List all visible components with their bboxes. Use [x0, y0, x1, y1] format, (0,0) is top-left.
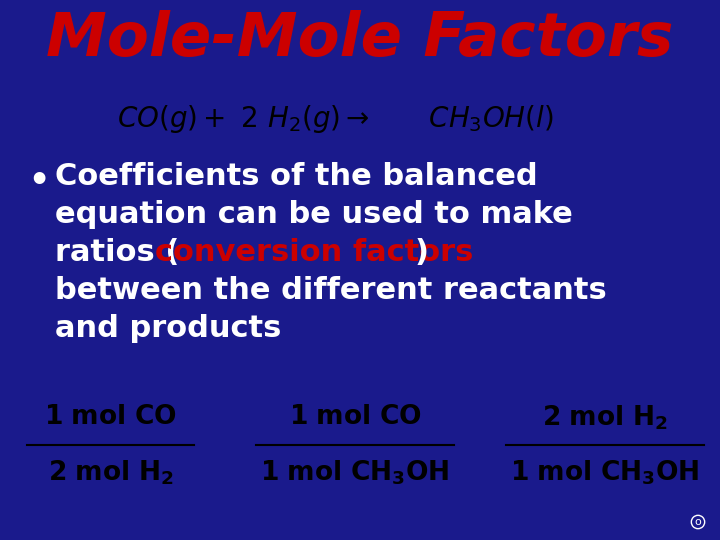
Text: $\mathregular{1\ mol\ CH_3OH}$: $\mathregular{1\ mol\ CH_3OH}$	[260, 458, 450, 487]
Text: $\mathregular{1\ mol\ CO}$: $\mathregular{1\ mol\ CO}$	[44, 404, 177, 430]
Text: ratios (: ratios (	[55, 238, 179, 267]
Text: $\mathregular{1\ mol\ CH_3OH}$: $\mathregular{1\ mol\ CH_3OH}$	[510, 458, 700, 487]
Text: equation can be used to make: equation can be used to make	[55, 200, 572, 229]
Text: o: o	[695, 517, 701, 527]
Text: between the different reactants: between the different reactants	[55, 276, 607, 305]
Text: $\mathregular{1\ mol\ CO}$: $\mathregular{1\ mol\ CO}$	[289, 404, 421, 430]
Text: ): )	[415, 238, 429, 267]
Text: conversion factors: conversion factors	[155, 238, 473, 267]
Text: $\mathregular{2\ mol\ H_2}$: $\mathregular{2\ mol\ H_2}$	[48, 458, 174, 487]
Text: $\mathregular{2\ mol\ H_2}$: $\mathregular{2\ mol\ H_2}$	[542, 403, 668, 432]
Text: Coefficients of the balanced: Coefficients of the balanced	[55, 162, 538, 191]
Text: •: •	[28, 165, 49, 198]
Text: $CO(g) + \ 2 \ H_2(g) \rightarrow \quad\quad CH_3OH(l)$: $CO(g) + \ 2 \ H_2(g) \rightarrow \quad\…	[117, 103, 554, 135]
Text: Mole-Mole Factors: Mole-Mole Factors	[46, 10, 674, 69]
Text: and products: and products	[55, 314, 282, 343]
